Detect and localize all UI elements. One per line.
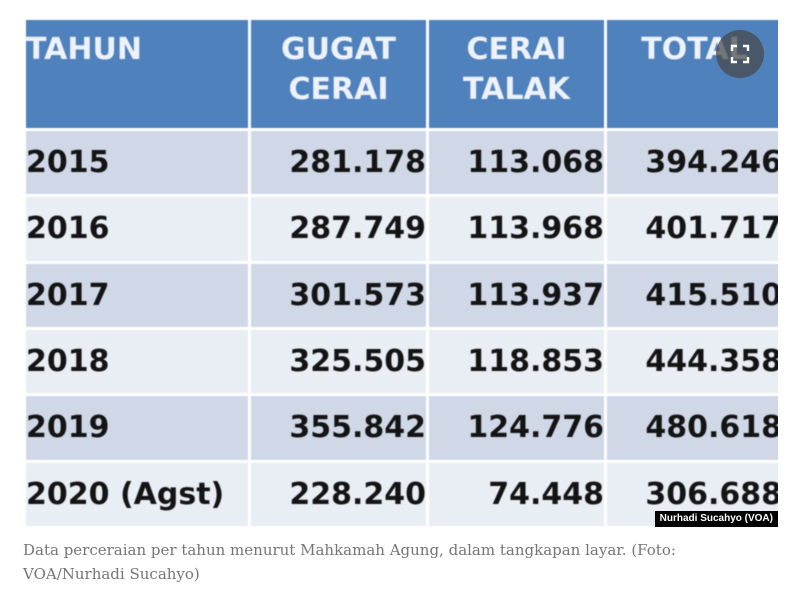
cell-gugat-cerai: 355.842 xyxy=(251,396,426,460)
cell-year: 2018 xyxy=(26,329,248,394)
cell-gugat-cerai: 281.178 xyxy=(251,131,426,195)
table-row: 2019 355.842 124.776 480.618 xyxy=(26,396,778,460)
table-row: 2018 325.505 118.853 444.358 xyxy=(26,329,778,394)
table-row: 2017 301.573 113.937 415.510 xyxy=(26,263,778,327)
cell-total: 401.717 xyxy=(607,197,778,261)
expand-icon xyxy=(730,44,750,64)
cell-gugat-cerai: 228.240 xyxy=(251,462,426,526)
table-row: 2016 287.749 113.968 401.717 xyxy=(26,197,778,261)
cell-total: 415.510 xyxy=(607,263,778,327)
article-figure: TAHUN GUGAT CERAI CERAI TALAK TOTAL 2015 2… xyxy=(23,17,778,529)
cell-gugat-cerai: 325.505 xyxy=(251,329,426,394)
cell-cerai-talak: 124.776 xyxy=(429,396,604,460)
cell-gugat-cerai: 301.573 xyxy=(251,263,426,327)
image-caption: Data perceraian per tahun menurut Mahkam… xyxy=(23,541,676,583)
table-row: 2015 281.178 113.068 394.246 xyxy=(26,131,778,195)
cell-year: 2015 xyxy=(26,131,248,195)
cell-cerai-talak: 118.853 xyxy=(429,329,604,394)
cell-cerai-talak: 74.448 xyxy=(429,462,604,526)
photo-credit: Nurhadi Sucahyo (VOA) xyxy=(654,511,778,527)
cell-total: 444.358 xyxy=(607,329,778,394)
cell-cerai-talak: 113.937 xyxy=(429,263,604,327)
table-header-row: TAHUN GUGAT CERAI CERAI TALAK TOTAL xyxy=(26,20,778,128)
cell-total: 394.246 xyxy=(607,131,778,195)
fullscreen-button[interactable] xyxy=(716,30,764,78)
header-cerai-talak: CERAI TALAK xyxy=(429,20,604,128)
cell-gugat-cerai: 287.749 xyxy=(251,197,426,261)
header-tahun: TAHUN xyxy=(26,20,248,128)
cell-cerai-talak: 113.068 xyxy=(429,131,604,195)
cell-year: 2019 xyxy=(26,396,248,460)
divorce-data-table: TAHUN GUGAT CERAI CERAI TALAK TOTAL 2015 2… xyxy=(23,17,778,529)
table-row: 2020 (Agst) 228.240 74.448 306.688 xyxy=(26,462,778,526)
cell-year: 2016 xyxy=(26,197,248,261)
cell-year: 2020 (Agst) xyxy=(26,462,248,526)
cell-cerai-talak: 113.968 xyxy=(429,197,604,261)
cell-year: 2017 xyxy=(26,263,248,327)
header-gugat-cerai: GUGAT CERAI xyxy=(251,20,426,128)
cell-total: 480.618 xyxy=(607,396,778,460)
